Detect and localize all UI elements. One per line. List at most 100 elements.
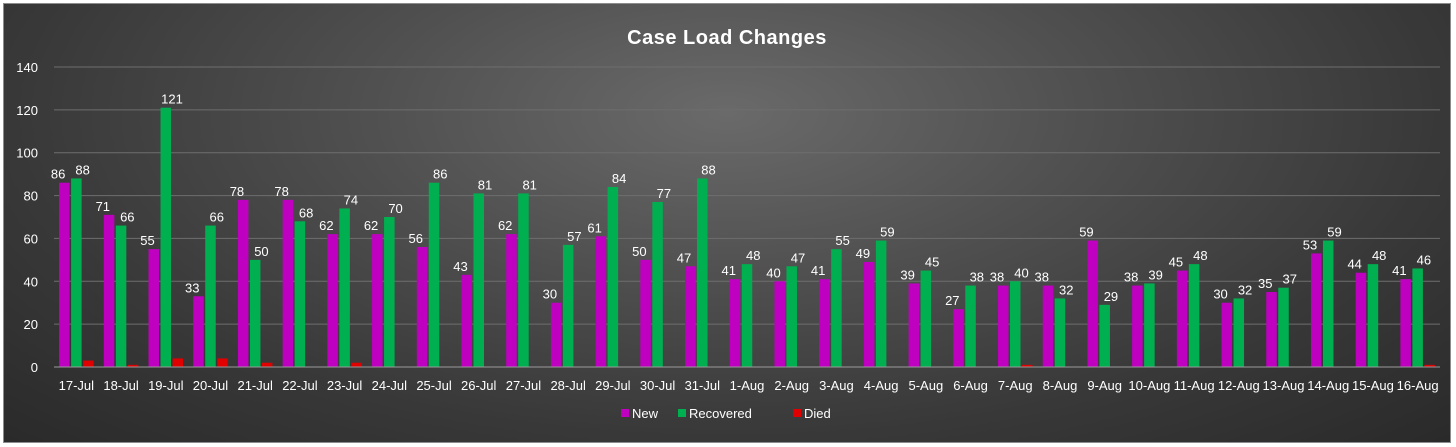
- legend: New Recovered Died: [621, 406, 831, 421]
- bar-recovered: [1144, 283, 1155, 367]
- bar-recovered: [1233, 298, 1245, 367]
- data-label-recovered: 81: [478, 177, 492, 192]
- x-tick-label: 23-Jul: [327, 378, 363, 393]
- bar-recovered: [697, 178, 708, 367]
- bar-recovered: [1054, 298, 1066, 367]
- data-label-recovered: 68: [299, 205, 313, 220]
- bar-new: [729, 279, 741, 367]
- bar-recovered: [875, 240, 887, 367]
- bar-recovered: [652, 202, 663, 367]
- data-label-recovered: 32: [1238, 282, 1252, 297]
- bar-died: [83, 360, 94, 367]
- data-label-new: 35: [1258, 276, 1272, 291]
- data-label-recovered: 48: [746, 248, 760, 263]
- bar-recovered: [1322, 240, 1334, 367]
- bar-recovered: [384, 217, 395, 367]
- bar-new: [372, 234, 383, 367]
- data-label-recovered: 59: [1327, 225, 1341, 240]
- legend-label: New: [632, 406, 659, 421]
- data-label-new: 78: [230, 184, 244, 199]
- bar-recovered: [920, 270, 932, 367]
- x-tick-label: 5-Aug: [908, 378, 943, 393]
- data-label-recovered: 47: [791, 250, 805, 265]
- x-tick-label: 25-Jul: [416, 378, 452, 393]
- bar-new: [237, 199, 249, 367]
- data-label-recovered: 86: [433, 167, 447, 182]
- x-tick-label: 27-Jul: [506, 378, 542, 393]
- legend-label: Recovered: [689, 406, 752, 421]
- data-label-recovered: 38: [970, 270, 984, 285]
- x-tick-label: 13-Aug: [1263, 378, 1305, 393]
- bar-new: [1221, 302, 1233, 367]
- x-tick-label: 19-Jul: [148, 378, 184, 393]
- bar-recovered: [1188, 264, 1200, 367]
- data-label-new: 61: [587, 220, 601, 235]
- bar-recovered: [1278, 287, 1289, 367]
- data-label-recovered: 121: [161, 92, 183, 107]
- bar-died: [127, 364, 139, 367]
- bar-died: [217, 358, 228, 367]
- x-tick-label: 20-Jul: [193, 378, 229, 393]
- bar-recovered: [160, 107, 172, 367]
- bar-new: [1266, 292, 1277, 367]
- bar-new: [1087, 240, 1098, 367]
- bar-new: [506, 234, 517, 367]
- bar-recovered: [786, 266, 797, 367]
- data-label-recovered: 45: [925, 255, 939, 270]
- data-label-new: 50: [632, 244, 646, 259]
- data-label-new: 38: [1124, 270, 1138, 285]
- x-tick-label: 18-Jul: [103, 378, 139, 393]
- data-label-new: 41: [722, 263, 736, 278]
- data-label-recovered: 48: [1372, 248, 1386, 263]
- bar-new: [819, 279, 830, 367]
- data-label-new: 56: [409, 231, 423, 246]
- x-axis-ticks: 17-Jul 18-Jul 19-Jul 20-Jul 21-Jul 22-Jul 23-J…: [59, 378, 1439, 393]
- legend-item-died: Died: [793, 406, 831, 421]
- bar-new: [461, 274, 472, 367]
- x-tick-label: 15-Aug: [1352, 378, 1394, 393]
- data-label-recovered: 70: [388, 201, 402, 216]
- data-label-recovered: 66: [120, 210, 134, 225]
- data-label-new: 39: [900, 267, 914, 282]
- bar-recovered: [249, 259, 261, 367]
- data-label-recovered: 59: [880, 225, 894, 240]
- data-label-new: 38: [1034, 270, 1048, 285]
- legend-label: Died: [804, 406, 831, 421]
- x-tick-label: 21-Jul: [237, 378, 273, 393]
- data-label-new: 62: [319, 218, 333, 233]
- y-tick-label: 100: [16, 146, 38, 161]
- x-tick-label: 16-Aug: [1397, 378, 1439, 393]
- bar-recovered: [115, 225, 127, 367]
- bar-recovered: [1099, 304, 1110, 367]
- x-tick-label: 7-Aug: [998, 378, 1033, 393]
- x-tick-label: 31-Jul: [685, 378, 721, 393]
- x-tick-label: 4-Aug: [864, 378, 899, 393]
- x-tick-label: 26-Jul: [461, 378, 497, 393]
- bar-new: [1310, 253, 1322, 367]
- data-label-new: 62: [364, 218, 378, 233]
- data-label-new: 59: [1079, 225, 1093, 240]
- data-label-new: 86: [51, 167, 65, 182]
- bar-new: [1400, 279, 1411, 367]
- data-label-new: 62: [498, 218, 512, 233]
- bar-recovered: [965, 285, 976, 367]
- legend-item-new: New: [621, 406, 659, 421]
- bar-died: [1424, 364, 1435, 367]
- legend-item-recovered: Recovered: [678, 406, 752, 421]
- x-tick-label: 9-Aug: [1087, 378, 1122, 393]
- bar-new: [1132, 285, 1143, 367]
- data-label-new: 45: [1169, 255, 1183, 270]
- x-tick-label: 1-Aug: [730, 378, 765, 393]
- bar-new: [1042, 285, 1054, 367]
- bar-new: [908, 283, 920, 367]
- bar-recovered: [562, 244, 574, 367]
- bar-new: [327, 234, 338, 367]
- bar-recovered: [1412, 268, 1423, 367]
- y-tick-label: 0: [31, 360, 38, 375]
- bar-recovered: [1010, 281, 1021, 367]
- x-tick-label: 2-Aug: [774, 378, 809, 393]
- data-label-recovered: 50: [254, 244, 268, 259]
- data-label-new: 44: [1347, 257, 1361, 272]
- bar-new: [59, 182, 70, 367]
- data-label-new: 41: [1392, 263, 1406, 278]
